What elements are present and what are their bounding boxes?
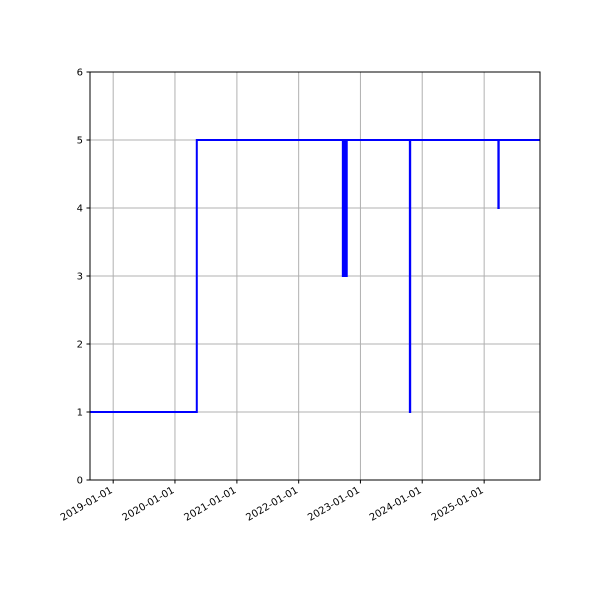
- y-tick-label: 0: [77, 476, 83, 487]
- y-tick-label: 1: [77, 408, 83, 419]
- y-tick-label: 5: [77, 136, 83, 147]
- y-tick-label: 4: [77, 204, 83, 215]
- series-line: [90, 139, 540, 413]
- y-axis: 0 1 2 3 4 5 6: [77, 68, 90, 487]
- y-tick-label: 3: [77, 272, 83, 283]
- y-tick-label: 6: [77, 68, 83, 79]
- series-layer: [90, 139, 540, 413]
- y-tick-label: 2: [77, 340, 83, 351]
